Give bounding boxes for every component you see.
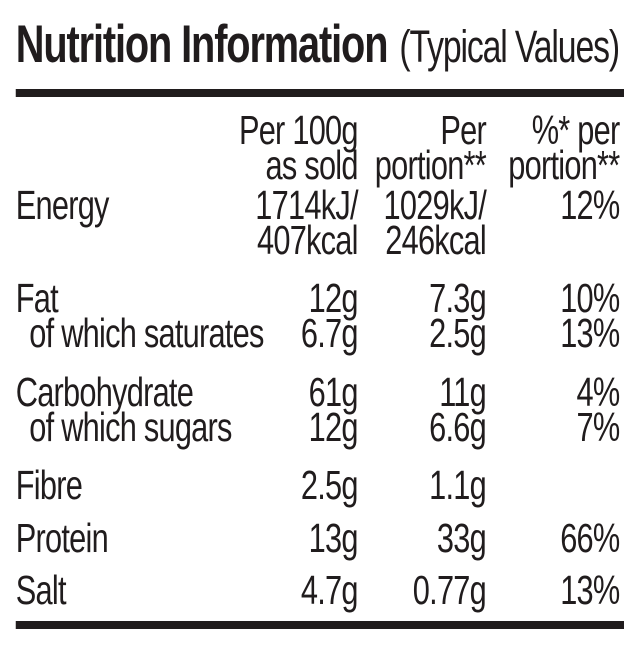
- value-per-100g: 12g: [308, 275, 359, 321]
- label-content: Nutrition Information (Typical Values) Pe…: [15, 14, 624, 629]
- value-per-portion: 7.3g: [429, 275, 487, 321]
- value-per-100g: 6.7g: [300, 310, 359, 356]
- row-label: of which sugars: [29, 404, 232, 450]
- page-title-suffix: (Typical Values): [399, 21, 620, 72]
- column-header-percent-per-portion: %* per portion**: [486, 107, 624, 188]
- page-title: Nutrition Information: [15, 15, 389, 74]
- divider-top: [15, 89, 624, 97]
- value-percent-per-portion: 66%: [560, 515, 620, 561]
- value-percent-per-portion: 13%: [560, 310, 620, 356]
- table-row-sugars: of which sugars 12g 6.6g 7%: [16, 404, 624, 450]
- column-header-line: Per 100g: [238, 107, 359, 153]
- table-row-carbohydrate: Carbohydrate 61g 11g 4%: [15, 369, 624, 415]
- value-per-portion: 1029kJ/ 246kcal: [358, 182, 487, 263]
- column-header-line: as sold: [265, 142, 359, 188]
- table-row-saturates: of which saturates 6.7g 2.5g 13%: [16, 310, 624, 356]
- value-per-100g: 13g: [308, 515, 359, 561]
- value-percent-per-portion: 13%: [560, 567, 620, 613]
- value-per-portion: 11g: [439, 369, 487, 415]
- column-header-per-portion: Per portion**: [358, 107, 487, 188]
- row-label: of which saturates: [29, 310, 264, 356]
- table-row-protein: Protein 13g 33g 66%: [15, 515, 624, 561]
- value-per-100g: 12g: [308, 404, 359, 450]
- column-header-line: portion**: [508, 142, 620, 188]
- column-header-row: Per 100g as sold Per portion** %* per po…: [16, 107, 624, 188]
- row-label: Energy: [15, 182, 110, 228]
- row-label: Fibre: [15, 462, 83, 508]
- value-percent-per-portion: 12%: [560, 182, 620, 228]
- row-label: Salt: [15, 567, 67, 613]
- value-energy-kcal: 246kcal: [385, 217, 486, 263]
- value-energy-kcal: 407kcal: [257, 217, 358, 263]
- value-per-portion: 1.1g: [429, 462, 487, 508]
- value-per-portion: 0.77g: [412, 567, 487, 613]
- column-header-per-100g: Per 100g as sold: [230, 107, 359, 188]
- value-percent-per-portion: 7%: [576, 404, 621, 450]
- row-label: Protein: [15, 515, 109, 561]
- value-per-100g: 2.5g: [300, 462, 359, 508]
- table-row-salt: Salt 4.7g 0.77g 13%: [15, 567, 624, 613]
- column-header-line: %* per: [531, 107, 621, 153]
- value-per-100g: 61g: [308, 369, 359, 415]
- table-row-fat: Fat 12g 7.3g 10%: [15, 275, 624, 321]
- column-header-line: portion**: [374, 142, 487, 188]
- row-label: Fat: [15, 275, 59, 321]
- table-row-energy: Energy 1714kJ/ 407kcal 1029kJ/ 246kcal 1…: [15, 182, 624, 263]
- value-per-portion: 2.5g: [429, 310, 487, 356]
- divider-bottom: [15, 621, 624, 629]
- column-header-line: Per: [440, 107, 486, 153]
- value-per-100g: 1714kJ/ 407kcal: [230, 182, 358, 263]
- value-energy-kj: 1714kJ/: [255, 182, 358, 228]
- label-header: Nutrition Information (Typical Values): [16, 14, 624, 89]
- value-percent-per-portion: 10%: [560, 275, 620, 321]
- value-energy-kj: 1029kJ/: [383, 182, 487, 228]
- value-percent-per-portion: 4%: [576, 369, 621, 415]
- nutrition-label: Nutrition Information (Typical Values) Pe…: [0, 14, 640, 629]
- value-per-100g: 4.7g: [300, 567, 359, 613]
- row-label: Carbohydrate: [15, 369, 194, 415]
- value-per-portion: 33g: [436, 515, 487, 561]
- table-row-fibre: Fibre 2.5g 1.1g: [15, 462, 624, 508]
- value-per-portion: 6.6g: [429, 404, 487, 450]
